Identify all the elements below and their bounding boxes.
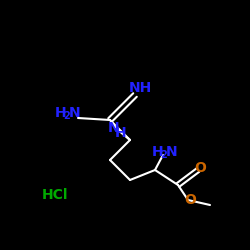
Text: H: H [55,106,66,120]
Text: H: H [115,126,127,140]
Text: 2: 2 [63,111,70,121]
Text: H: H [152,145,164,159]
Text: O: O [194,161,206,175]
Text: N: N [166,145,177,159]
Text: O: O [184,193,196,207]
Text: N: N [108,121,120,135]
Text: HCl: HCl [42,188,68,202]
Text: N: N [69,106,80,120]
Text: 2: 2 [160,150,167,160]
Text: NH: NH [128,81,152,95]
